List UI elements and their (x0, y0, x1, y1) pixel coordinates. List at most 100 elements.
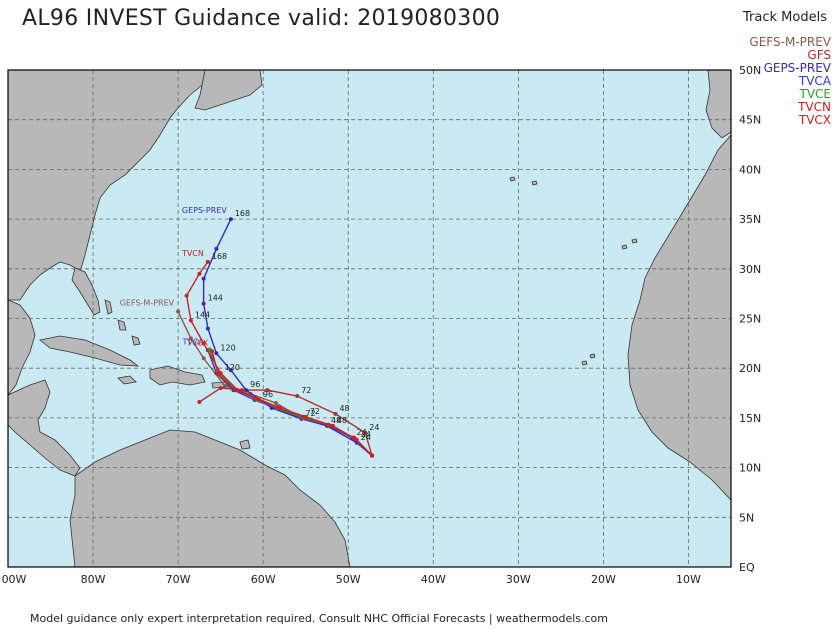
track-point (210, 349, 215, 354)
land-trinidad (239, 439, 251, 450)
lat-tick-label: 25N (739, 313, 761, 326)
track-point (244, 388, 249, 393)
forecast-hour-label: 96 (250, 380, 260, 389)
legend: GEFS-M-PREV GFS GEPS-PREV TVCA TVCE TVCN TVCX (749, 36, 831, 127)
lat-tick-label: 50N (739, 64, 761, 77)
lon-tick-label: 30W (506, 573, 531, 586)
legend-item: TVCE (799, 87, 832, 101)
track-point (216, 372, 221, 377)
forecast-hour-label: 144 (195, 310, 210, 319)
track-end-label: TVCN (181, 249, 204, 258)
lat-tick-label: 30N (739, 263, 761, 276)
grid-lines (8, 70, 731, 567)
land-maritimes (194, 70, 263, 111)
land-cuba (39, 335, 140, 367)
land-hispaniola (149, 365, 206, 386)
track-point (233, 388, 238, 393)
lat-tick-label: 35N (739, 213, 761, 226)
track-point (197, 399, 202, 404)
legend-title: Track Models (743, 10, 827, 25)
lon-tick-label: 80W (81, 573, 106, 586)
legend-item: TVCN (798, 100, 831, 114)
track-line (198, 387, 373, 456)
map-frame (7, 69, 732, 568)
lon-tick-label: 70W (166, 573, 191, 586)
track-point (273, 400, 278, 405)
track-point (352, 435, 357, 440)
track-point (184, 293, 189, 298)
track-point (228, 368, 233, 373)
forecast-hour-label: 144 (208, 294, 223, 303)
track-point (301, 414, 306, 419)
lat-tick-label: EQ (739, 561, 755, 574)
track-point (275, 404, 280, 409)
track-point (201, 276, 206, 281)
forecast-hour-label: 168 (212, 252, 227, 261)
forecast-hour-label: 168 (235, 209, 250, 218)
lat-tick-label: 5N (739, 511, 754, 524)
legend-item: GFS (807, 48, 831, 62)
forecast-hour-label: 24 (361, 430, 371, 439)
axis-labels: 00W 80W 70W 60W 50W 40W 30W 20W 10W 50N 45N 40N 35N 3… (2, 64, 762, 586)
lat-tick-label: 40N (739, 163, 761, 176)
track-end-label: GEFS-M-PREV (120, 299, 175, 308)
track-tvcx: TVCX (186, 338, 375, 458)
track-point (265, 388, 270, 393)
land-cape-verde (581, 353, 596, 366)
map-title: AL96 INVEST Guidance valid: 2019080300 (22, 6, 501, 31)
lat-tick-label: 20N (739, 362, 761, 375)
land-mexico (8, 299, 36, 396)
forecast-hour-label: 24 (361, 433, 371, 442)
track-point (205, 259, 210, 264)
land-layer (8, 70, 731, 567)
track-point (222, 384, 227, 389)
forecast-hour-label: 24 (369, 423, 379, 432)
track-point (333, 411, 338, 416)
forecast-hour-label: 72 (301, 386, 311, 395)
lon-tick-label: 20W (591, 573, 616, 586)
land-jamaica (117, 375, 137, 385)
lon-tick-label: 50W (336, 573, 361, 586)
track-point (188, 336, 193, 341)
track-point (295, 394, 300, 399)
track-point (254, 396, 259, 401)
track-point (201, 356, 206, 361)
forecast-hour-label: 72 (310, 407, 320, 416)
land-africa (627, 134, 731, 501)
track-end-label: TVCA (181, 337, 204, 346)
lat-tick-label: 45N (739, 114, 761, 127)
track-point (214, 351, 219, 356)
land-iberia (705, 70, 731, 139)
lon-tick-label: 10W (676, 573, 701, 586)
forecast-hour-label: 120 (220, 343, 235, 352)
track-end-label: TVCX (186, 338, 209, 347)
land-canary-islands (621, 238, 638, 250)
track-point (370, 453, 375, 458)
legend-item: TVCX (798, 113, 831, 127)
track-end-label: GEPS-PREV (182, 206, 227, 215)
track-point (228, 217, 233, 222)
track-point (188, 318, 193, 323)
land-bahamas (104, 299, 141, 346)
legend-item: GEPS-PREV (763, 61, 831, 75)
forecast-hour-label: 48 (337, 416, 347, 425)
forecast-hour-label: 72 (305, 409, 315, 418)
track-point (214, 246, 219, 251)
lon-tick-label: 40W (421, 573, 446, 586)
lon-tick-label: 00W (2, 573, 27, 586)
forecast-hour-label: 48 (331, 416, 341, 425)
legend-item: GEFS-M-PREV (749, 35, 831, 49)
legend-item: TVCA (798, 74, 831, 88)
track-geps-prev: 24 48 72 96 120 144 168 GEPS-PREV (182, 206, 375, 458)
track-point (363, 430, 368, 435)
lat-tick-label: 15N (739, 412, 761, 425)
track-point (205, 326, 210, 331)
forecast-hour-label: 96 (263, 390, 273, 399)
track-point (201, 301, 206, 306)
forecast-hour-label: 24 (356, 428, 366, 437)
model-tracks: 24 GEFS-M-PREV 24 48 72 24 48 72 96 120 144 168 GEPS… (120, 206, 379, 458)
land-central-america (8, 379, 81, 477)
track-point (218, 386, 223, 391)
lat-tick-label: 10N (739, 462, 761, 475)
